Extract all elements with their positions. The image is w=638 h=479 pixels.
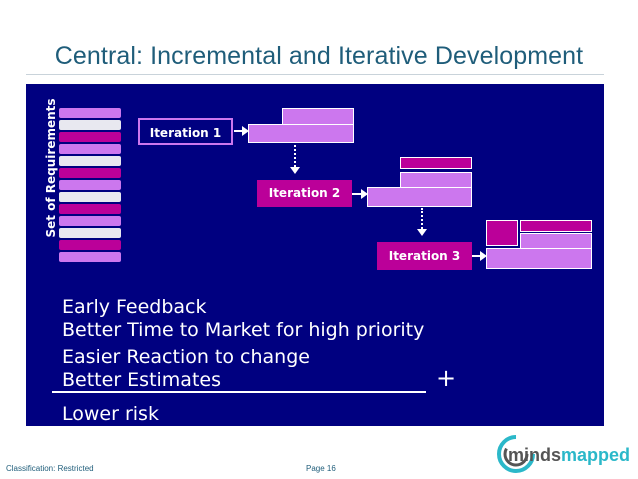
iteration-1-box: Iteration 1: [138, 118, 233, 145]
iteration-3-arrow: [472, 255, 480, 257]
iteration-2-block-top-dark: [400, 157, 472, 169]
requirements-label: Set of Requirements: [44, 98, 58, 238]
iteration-1-arrow: [234, 130, 242, 132]
slide-title: Central: Incremental and Iterative Devel…: [54, 42, 584, 70]
iteration-3-block-square-dark: [486, 220, 518, 246]
requirements-stack: [59, 108, 121, 264]
requirement-bar: [59, 132, 121, 142]
iteration-2-block-bottom: [367, 187, 472, 207]
iteration-3-box: Iteration 3: [377, 242, 472, 270]
iteration-2-arrow: [352, 193, 361, 195]
iteration-3-arrow-head: [480, 251, 487, 261]
requirement-bar: [59, 240, 121, 250]
benefit-easier-reaction: Easier Reaction to change: [62, 346, 310, 368]
requirement-bar: [59, 216, 121, 226]
logo-mark-icon: mindsmapped: [497, 435, 630, 473]
title-rule: [26, 74, 604, 75]
iteration-2-block-mid: [400, 172, 472, 188]
iteration-3-block-mid: [520, 233, 592, 249]
benefit-time-to-market: Better Time to Market for high priority: [62, 319, 425, 341]
iteration-3-label: Iteration 3: [388, 249, 461, 263]
requirement-bar: [59, 252, 121, 262]
benefit-early-feedback: Early Feedback: [62, 296, 207, 318]
footer-page-number: Page 16: [306, 464, 336, 473]
iteration-1-label: Iteration 1: [149, 126, 222, 140]
requirement-bar: [59, 228, 121, 238]
requirement-bar: [59, 180, 121, 190]
logo-text-minds: minds: [508, 445, 561, 465]
iteration-1-arrow-head: [242, 126, 249, 136]
iteration-3-block-top-dark: [520, 220, 592, 232]
iteration-2-to-3-arrow-head: [417, 229, 427, 236]
requirement-bar: [59, 144, 121, 154]
logo: mindsmapped: [496, 434, 636, 474]
benefit-lower-risk: Lower risk: [62, 403, 159, 425]
footer-classification: Classification: Restricted: [6, 464, 94, 473]
iteration-2-box: Iteration 2: [257, 180, 352, 207]
iteration-1-block-bottom: [248, 124, 354, 143]
requirement-bar: [59, 192, 121, 202]
iteration-1-to-2-arrow-head: [290, 167, 300, 174]
requirement-bar: [59, 120, 121, 130]
benefits-underline: [52, 391, 426, 393]
requirement-bar: [59, 168, 121, 178]
plus-sign: +: [436, 364, 457, 392]
requirement-bar: [59, 108, 121, 118]
iteration-1-block-top: [282, 108, 354, 125]
iteration-2-label: Iteration 2: [268, 186, 341, 200]
iteration-2-to-3-connector: [421, 208, 423, 229]
logo-text-mapped: mapped: [561, 445, 630, 465]
svg-text:mindsmapped: mindsmapped: [508, 445, 630, 465]
iteration-3-block-bottom: [486, 248, 592, 269]
requirement-bar: [59, 204, 121, 214]
iteration-1-to-2-connector: [294, 145, 296, 167]
iteration-2-arrow-head: [361, 189, 368, 199]
benefit-better-estimates: Better Estimates: [62, 369, 221, 391]
requirement-bar: [59, 156, 121, 166]
